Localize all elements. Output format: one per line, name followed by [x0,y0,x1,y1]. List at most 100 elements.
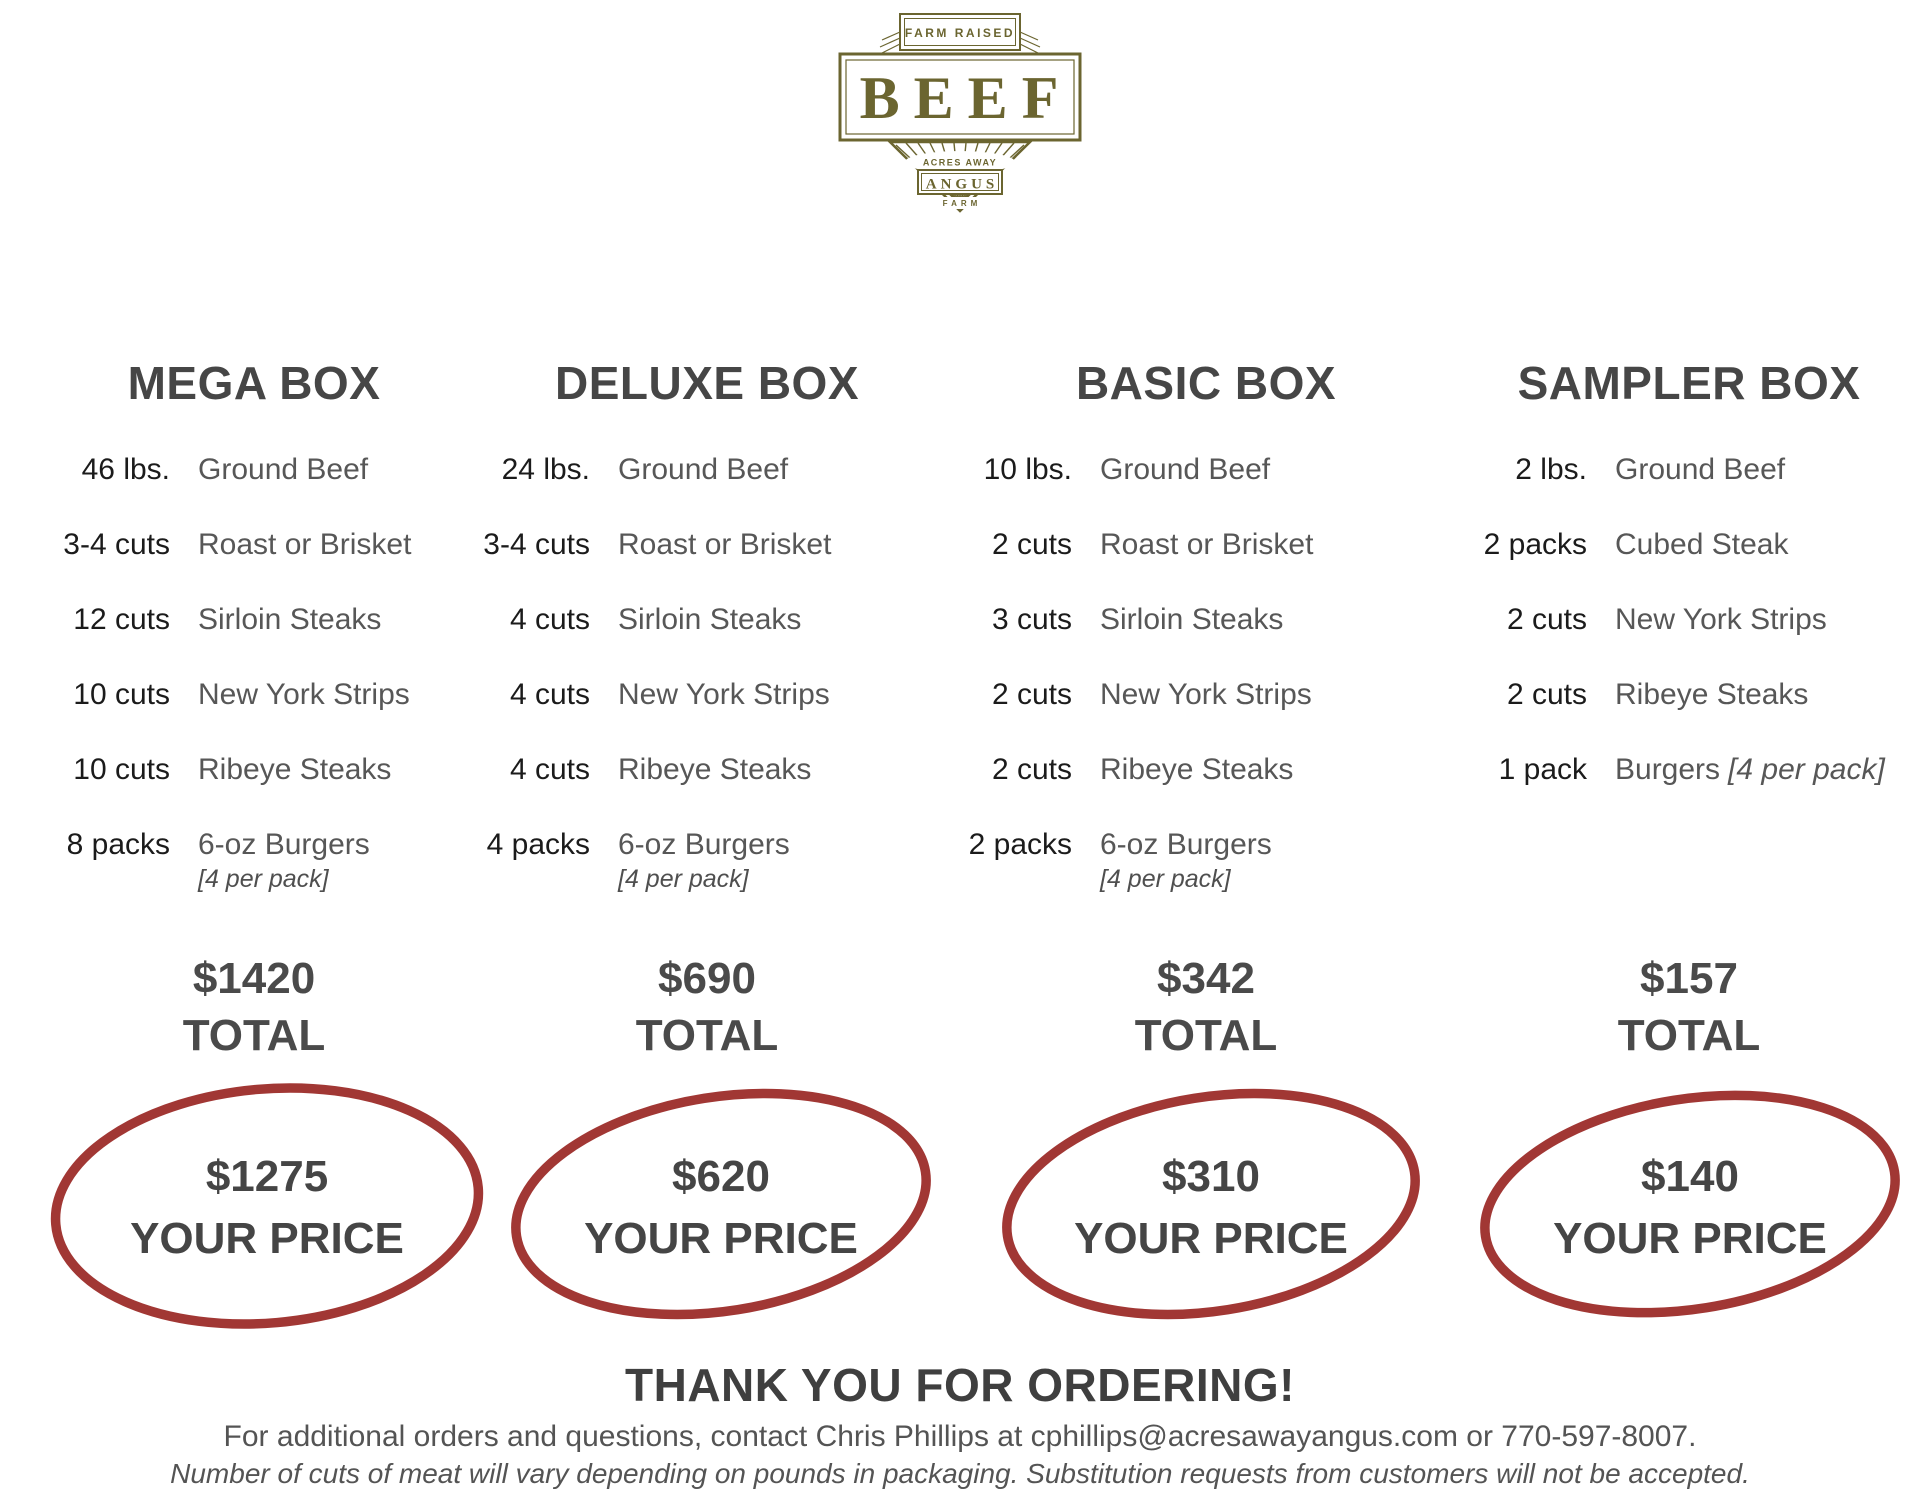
item-qty: 3-4 cuts [483,528,590,561]
sampler-box-title: SAMPLER BOX [1517,357,1861,409]
item-qty: 10 cuts [73,678,170,711]
item-row: 46 lbs. Ground Beef [30,432,411,507]
item-name: New York Strips [1100,678,1312,711]
sampler-box-items: 2 lbs. Ground Beef 2 packs Cubed Steak 2… [1447,432,1885,807]
item-row: 10 cuts Ribeye Steaks [30,732,411,807]
item-name: Sirloin Steaks [198,603,382,636]
price-amount: $620 [672,1152,770,1201]
item-qty: 2 cuts [991,753,1072,786]
item-qty: 2 cuts [991,528,1072,561]
item-name: 6-oz Burgers [4 per pack] [198,826,370,896]
item-name: Ground Beef [1615,453,1786,486]
basic-box-items: 10 lbs. Ground Beef 2 cuts Roast or Bris… [932,432,1314,893]
item-row: 2 lbs. Ground Beef [1447,432,1885,507]
logo-acres-away-text: ACRES AWAY [923,158,997,168]
item-note: [4 per pack] [618,865,749,893]
item-name: Ground Beef [1100,453,1271,486]
mega-your-price: $1275 YOUR PRICE [130,1146,404,1270]
logo-farm-text: FARM [943,199,982,208]
item-qty: 2 lbs. [1515,453,1587,486]
total-amount: $342 [1157,954,1255,1003]
mega-box-title: MEGA BOX [127,357,381,409]
mega-total: $1420 TOTAL [183,950,326,1064]
item-row: 3-4 cuts Roast or Brisket [30,507,411,582]
beef-box-inner [845,59,1075,135]
item-qty: 46 lbs. [81,453,170,486]
item-name: Ground Beef [198,453,369,486]
item-row: 2 cuts Ribeye Steaks [1447,657,1885,732]
item-qty: 3-4 cuts [63,528,170,561]
item-qty: 2 cuts [1506,678,1587,711]
item-name: Ribeye Steaks [198,753,392,786]
item-row: 4 cuts Ribeye Steaks [450,732,831,807]
item-qty: 24 lbs. [501,453,590,486]
total-amount: $157 [1640,954,1738,1003]
item-qty: 8 packs [66,828,170,861]
item-qty: 1 pack [1498,753,1587,786]
item-qty: 4 packs [486,828,590,861]
item-qty: 2 packs [968,828,1072,861]
item-name: 6-oz Burgers [4 per pack] [618,826,790,896]
basic-your-price: $310 YOUR PRICE [1074,1146,1348,1270]
total-label: TOTAL [635,1011,779,1060]
total-label: TOTAL [1134,1011,1278,1060]
item-name: Burgers [4 per pack] [1615,753,1885,786]
basic-total: $342 TOTAL [1135,950,1278,1064]
basic-box-title: BASIC BOX [1075,357,1337,409]
price-label: YOUR PRICE [1553,1214,1827,1263]
total-label: TOTAL [182,1011,326,1060]
item-name: Cubed Steak [1615,528,1789,561]
sampler-your-price: $140 YOUR PRICE [1553,1146,1827,1270]
banner-wings [879,31,1041,54]
total-label: TOTAL [1617,1011,1761,1060]
item-row: 24 lbs. Ground Beef [450,432,831,507]
banner-box [899,13,1021,51]
farm-strip [934,197,986,209]
item-note: [4 per pack] [198,865,329,893]
item-qty: 10 lbs. [983,453,1072,486]
angus-box-inner [921,173,999,191]
item-name: Ribeye Steaks [1615,678,1809,711]
logo-banner-text: FARM RAISED [905,26,1015,40]
item-name: Ribeye Steaks [618,753,812,786]
deluxe-box-items: 24 lbs. Ground Beef 3-4 cuts Roast or Br… [450,432,831,893]
item-name: New York Strips [618,678,830,711]
item-row: 2 cuts New York Strips [932,657,1313,732]
logo-beef-text: BEEF [860,65,1073,131]
item-name: Roast or Brisket [198,528,412,561]
item-name: Ribeye Steaks [1100,753,1294,786]
acres-away-band [905,151,1015,173]
item-row: 8 packs 6-oz Burgers [4 per pack] [30,807,411,893]
item-row: 1 pack Burgers [4 per pack] [1447,732,1885,807]
item-row: 2 cuts New York Strips [1447,582,1885,657]
beef-logo-graphic: FARM RAISED BEEF ACRES AWAY ANGUS [838,13,1082,213]
item-qty: 4 cuts [509,678,590,711]
item-qty: 3 cuts [991,603,1072,636]
price-amount: $140 [1641,1152,1739,1201]
item-name: Roast or Brisket [1100,528,1314,561]
sampler-total: $157 TOTAL [1618,950,1761,1064]
price-amount: $310 [1162,1152,1260,1201]
item-row: 3-4 cuts Roast or Brisket [450,507,831,582]
item-row: 4 cuts Sirloin Steaks [450,582,831,657]
item-row: 2 cuts Roast or Brisket [932,507,1313,582]
disclaimer-line: Number of cuts of meat will vary dependi… [170,1458,1750,1489]
item-qty: 12 cuts [73,603,170,636]
item-qty: 2 cuts [1506,603,1587,636]
mega-box-items: 46 lbs. Ground Beef 3-4 cuts Roast or Br… [30,432,411,893]
total-amount: $1420 [192,954,316,1003]
item-qty: 2 packs [1483,528,1587,561]
banner-box-inner [904,18,1016,46]
item-note: [4 per pack] [1728,753,1885,786]
thank-you-heading: THANK YOU FOR ORDERING! [625,1359,1295,1411]
item-row: 4 cuts New York Strips [450,657,831,732]
item-qty: 2 cuts [991,678,1072,711]
beef-box [838,52,1082,142]
price-amount: $1275 [205,1152,329,1201]
item-qty: 4 cuts [509,603,590,636]
item-row: 2 packs Cubed Steak [1447,507,1885,582]
price-label: YOUR PRICE [130,1214,404,1263]
total-amount: $690 [658,954,756,1003]
item-row: 2 packs 6-oz Burgers [4 per pack] [932,807,1313,893]
